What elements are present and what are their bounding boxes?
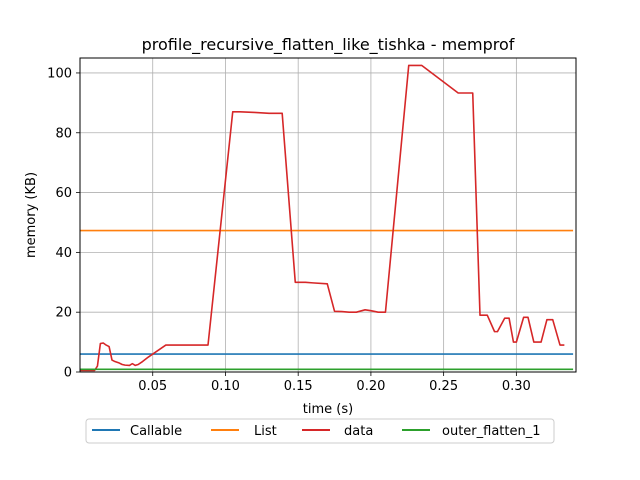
series-lines bbox=[80, 64, 574, 372]
chart-title: profile_recursive_flatten_like_tishka - … bbox=[142, 35, 515, 55]
x-tick-label: 0.20 bbox=[356, 379, 385, 394]
y-tick-label: 100 bbox=[47, 66, 72, 81]
y-tick-label: 80 bbox=[55, 126, 72, 141]
x-axis-label: time (s) bbox=[303, 402, 353, 417]
y-tick-label: 60 bbox=[55, 186, 72, 201]
y-tick-label: 40 bbox=[55, 246, 72, 261]
plot-frame bbox=[79, 57, 577, 373]
y-tick-label: 0 bbox=[64, 366, 72, 381]
legend: Callable List data outer_flatten_1 bbox=[85, 418, 555, 444]
legend-label-list: List bbox=[254, 424, 277, 439]
x-tick-label: 0.25 bbox=[429, 379, 458, 394]
y-axis-label: memory (KB) bbox=[24, 172, 39, 258]
legend-label-outer-flatten-1: outer_flatten_1 bbox=[442, 424, 541, 439]
y-axis-ticks: 0 20 40 60 80 100 bbox=[47, 66, 80, 381]
x-axis-ticks: 0.05 0.10 0.15 0.20 0.25 0.30 bbox=[138, 372, 531, 394]
x-tick-label: 0.30 bbox=[502, 379, 531, 394]
x-tick-label: 0.10 bbox=[211, 379, 240, 394]
x-tick-label: 0.05 bbox=[138, 379, 167, 394]
series-line-data bbox=[80, 64, 565, 372]
legend-label-data: data bbox=[344, 424, 373, 439]
y-tick-label: 20 bbox=[55, 306, 72, 321]
x-tick-label: 0.15 bbox=[284, 379, 313, 394]
legend-label-callable: Callable bbox=[130, 424, 182, 439]
